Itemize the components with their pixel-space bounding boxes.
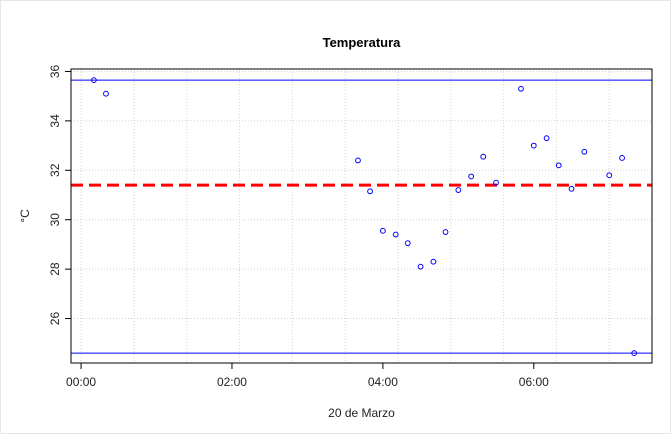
y-tick-label: 34 <box>48 114 62 128</box>
data-point <box>468 173 475 180</box>
data-point <box>631 350 638 357</box>
plot-border <box>70 68 653 364</box>
data-point <box>530 142 537 149</box>
data-point <box>543 135 550 142</box>
chart-title: Temperatura <box>323 35 402 50</box>
y-axis: 26 28 30 32 34 36 <box>48 64 71 325</box>
data-point <box>493 179 499 186</box>
y-tick-label: 30 <box>48 213 62 227</box>
gridlines <box>71 69 652 363</box>
x-tick-label: 00:00 <box>66 375 96 389</box>
data-point <box>430 258 437 265</box>
data-point <box>90 77 97 84</box>
data-point <box>455 187 462 193</box>
data-point <box>606 172 613 179</box>
data-point <box>619 155 625 161</box>
x-axis: 00:00 02:00 04:00 06:00 <box>66 363 549 389</box>
y-axis-label: °C <box>18 209 32 223</box>
data-point <box>367 188 373 195</box>
x-tick-label: 04:00 <box>368 375 398 389</box>
data-point <box>404 240 411 247</box>
y-tick-label: 36 <box>48 64 62 78</box>
data-point <box>555 162 562 169</box>
data-point <box>392 231 399 238</box>
x-tick-label: 06:00 <box>519 375 549 389</box>
x-tick-label: 02:00 <box>217 375 247 389</box>
data-point <box>355 157 361 164</box>
x-axis-label: 20 de Marzo <box>328 406 395 420</box>
data-points <box>90 77 638 357</box>
data-point <box>442 229 449 235</box>
data-point <box>379 227 386 234</box>
y-tick-label: 28 <box>48 262 62 276</box>
y-tick-label: 26 <box>48 312 62 326</box>
data-point <box>568 185 575 192</box>
y-tick-label: 32 <box>48 163 62 177</box>
reference-lines <box>71 79 652 354</box>
data-point <box>480 153 487 160</box>
data-point <box>581 148 588 155</box>
data-point <box>103 90 109 97</box>
data-point <box>417 263 424 270</box>
data-point <box>518 85 524 92</box>
